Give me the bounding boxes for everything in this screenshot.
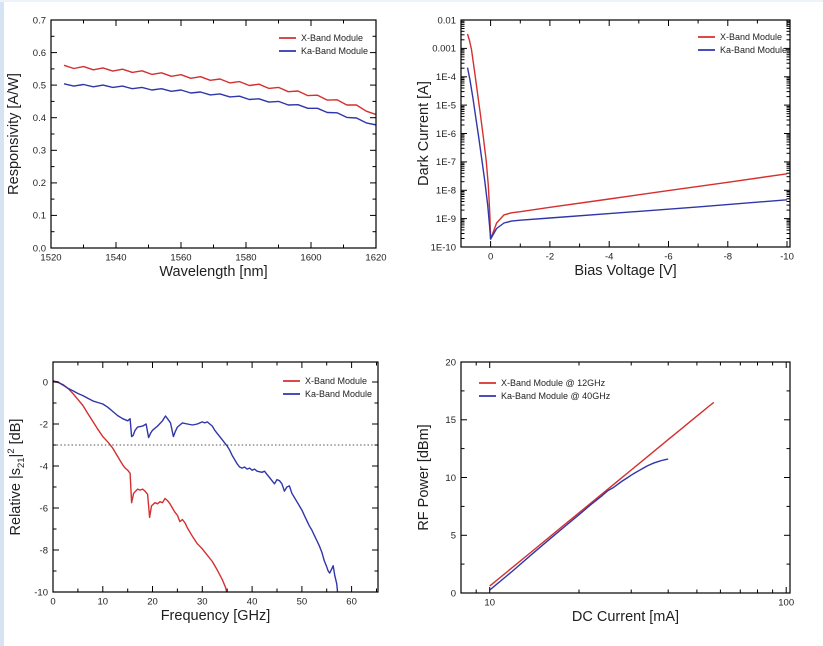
y-tick-label: 0.2 [33,178,46,189]
series-line-x_band [489,401,715,587]
x-tick-label: 30 [197,597,208,608]
y-tick-label: 10 [445,473,456,484]
x-tick-label: -2 [546,252,554,263]
y-axis-title: Relative |s21|2 [dB] [6,419,27,536]
y-tick-label: -10 [34,587,48,598]
y-tick-label: 0.4 [33,113,46,124]
x-tick-label: 50 [297,597,308,608]
s21-chart-canvas: 0 10 20 30 40 50 60 0 -2 -4 -6 -8 -10 Frequency [GHz]… [6,361,379,624]
legend-label: X-Band Module [720,32,782,42]
y-tick-label: -8 [40,545,48,556]
chart-relative-s21-vs-frequency: 0 10 20 30 40 50 60 0 -2 -4 -6 -8 -10 Frequency [GHz]… [0,330,412,646]
legend-label: Ka-Band Module [720,45,787,55]
x-tick-label: 10 [484,598,495,609]
x-tick-label: 1520 [40,253,61,264]
series-line-ka_band [53,380,339,592]
y-tick-label: 0.3 [33,146,46,157]
legend-label: Ka-Band Module @ 40GHz [501,391,611,401]
responsivity-chart-canvas: 1520 1540 1560 1580 1600 1620 0.0 0.1 0.2 0.3 0.4 0… [6,15,387,280]
legend-label: X-Band Module [305,376,367,386]
y-tick-label: 1E-9 [436,214,456,225]
y-tick-label: 0.5 [33,80,46,91]
legend-label: X-Band Module @ 12GHz [501,378,606,388]
y-tick-label: 0.001 [432,44,456,55]
x-tick-label: 1620 [365,253,386,264]
y-tick-label: 15 [445,415,456,426]
y-tick-label: 1E-10 [431,242,456,253]
x-tick-label: 0 [50,597,55,608]
y-tick-label: 1E-7 [436,157,456,168]
x-tick-label: 1560 [170,253,191,264]
x-axis-title: Bias Voltage [V] [574,263,676,279]
y-axis-title: Dark Current [A] [416,81,432,186]
chart-rf-power-vs-dc-current: 10 100 0 5 10 15 20 DC Current [mA] RF Power [dB… [412,330,823,646]
y-tick-label: 1E-5 [436,100,456,111]
y-tick-label: 0.1 [33,211,46,222]
x-axis-title: DC Current [mA] [572,609,679,625]
x-tick-label: 1600 [300,253,321,264]
x-tick-label: 20 [147,597,158,608]
page-left-border [0,0,4,646]
x-tick-label: -4 [605,252,613,263]
series-line-x_band [63,64,376,116]
x-tick-label: -10 [780,252,794,263]
y-tick-label: -2 [40,419,48,430]
chart-dark-current-vs-bias-voltage: 0 -2 -4 -6 -8 -10 0.01 0.001 1E-4 1E-5 1E-6 1E-7 1E-… [412,0,823,300]
y-tick-label: -6 [40,503,48,514]
x-tick-label: 1580 [235,253,256,264]
y-tick-label: 1E-4 [436,72,456,83]
plot-frame [52,361,379,593]
x-tick-label: 0 [488,252,493,263]
y-tick-label: -4 [40,461,48,472]
x-tick-label: 1540 [105,253,126,264]
y-tick-label: 1E-8 [436,186,456,197]
x-tick-label: 100 [778,598,794,609]
dark-current-chart-canvas: 0 -2 -4 -6 -8 -10 0.01 0.001 1E-4 1E-5 1E-6 1E-7 1E-… [416,15,794,279]
page-top-border [0,0,823,2]
series-line-ka_band [63,83,376,126]
y-tick-label: 20 [445,357,456,368]
legend-label: X-Band Module [301,33,363,43]
series-line-x_band [53,380,228,592]
y-tick-label: 1E-6 [436,129,456,140]
rf-power-chart-canvas: 10 100 0 5 10 15 20 DC Current [mA] RF Power [dB… [416,357,794,625]
y-tick-label: 0 [43,377,48,388]
y-tick-label: 0.7 [33,15,46,26]
series-line-ka_band [466,67,788,240]
y-tick-label: 5 [451,531,456,542]
x-axis-title: Frequency [GHz] [161,608,271,624]
series-line-ka_band [489,458,669,591]
series-line-x_band [466,33,788,240]
y-tick-label: 0.01 [438,15,457,26]
chart-responsivity-vs-wavelength: 1520 1540 1560 1580 1600 1620 0.0 0.1 0.2 0.3 0.4 0… [0,0,412,300]
y-axis-title: Responsivity [A/W] [6,73,22,195]
y-axis-title: RF Power [dBm] [416,424,432,530]
x-tick-label: -6 [664,252,672,263]
y-tick-label: 0 [451,588,456,599]
legend-label: Ka-Band Module [301,46,368,56]
x-tick-label: 40 [247,597,258,608]
x-tick-label: 10 [98,597,109,608]
x-tick-label: 60 [346,597,357,608]
legend-label: Ka-Band Module [305,389,372,399]
y-tick-label: 0.0 [33,243,46,254]
x-tick-label: -8 [724,252,732,263]
x-axis-title: Wavelength [nm] [159,264,267,280]
y-tick-label: 0.6 [33,48,46,59]
